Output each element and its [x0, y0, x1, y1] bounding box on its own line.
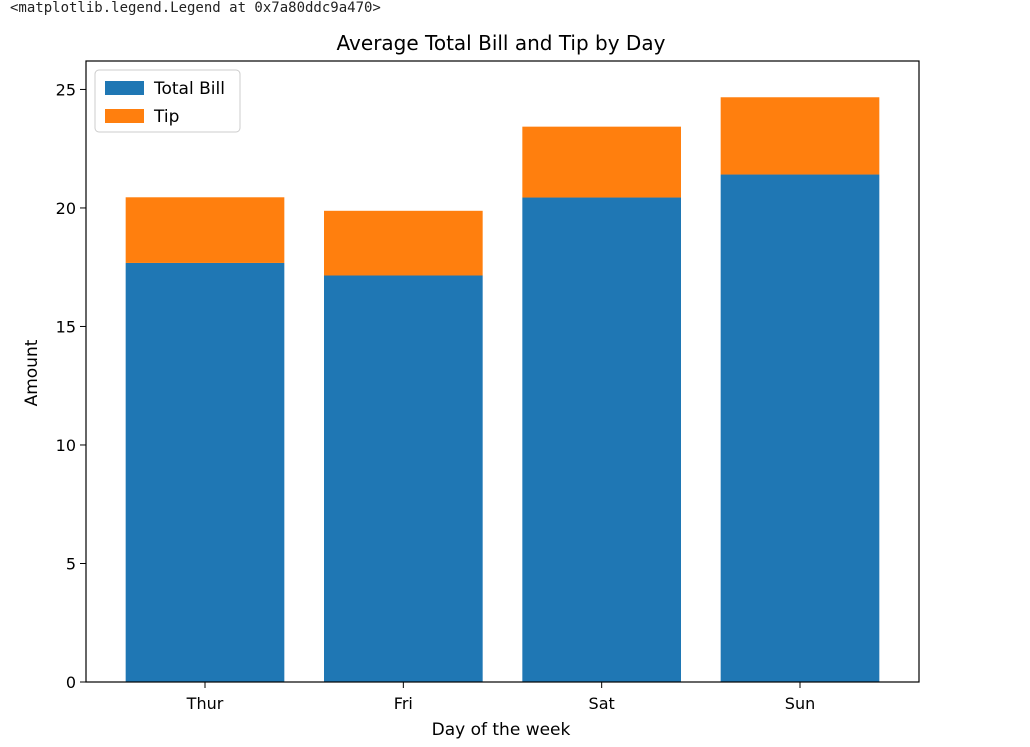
chart-title: Average Total Bill and Tip by Day	[337, 31, 666, 55]
bar-sun-tip	[720, 97, 880, 175]
x-tick-label-sun: Sun	[785, 694, 815, 713]
y-tick-label: 25	[56, 80, 76, 99]
x-tick-label-sat: Sat	[589, 694, 615, 713]
output-repr: <matplotlib.legend.Legend at 0x7a80ddc9a…	[10, 0, 381, 16]
y-axis-label: Amount	[22, 339, 42, 406]
bar-sat-total-bill	[522, 197, 681, 682]
bars-group	[125, 97, 880, 682]
y-tick-label: 5	[66, 554, 76, 573]
y-tick-label: 0	[66, 673, 76, 692]
bar-sat-tip	[522, 126, 681, 198]
legend-swatch-total-bill	[105, 81, 144, 95]
x-axis-label: Day of the week	[432, 720, 571, 740]
y-tick-label: 20	[56, 199, 76, 218]
x-tick-label-fri: Fri	[394, 694, 413, 713]
bar-thur-tip	[125, 197, 285, 263]
y-tick-label: 10	[56, 436, 76, 455]
legend-label-tip: Tip	[153, 107, 179, 127]
bar-fri-tip	[324, 210, 483, 276]
plot-frame	[85, 60, 920, 683]
bar-thur-total-bill	[125, 262, 285, 682]
legend-label-total-bill: Total Bill	[153, 79, 225, 99]
bar-sun-total-bill	[720, 174, 880, 682]
x-tick-label-thur: Thur	[186, 694, 224, 713]
legend-swatch-tip	[105, 109, 144, 123]
bar-fri-total-bill	[324, 275, 483, 682]
y-axis: 0 5 10 15 20 25	[56, 80, 86, 692]
y-tick-label: 15	[56, 317, 76, 336]
x-axis: Thur Fri Sat Sun	[186, 682, 815, 713]
legend: Total Bill Tip	[94, 69, 241, 133]
